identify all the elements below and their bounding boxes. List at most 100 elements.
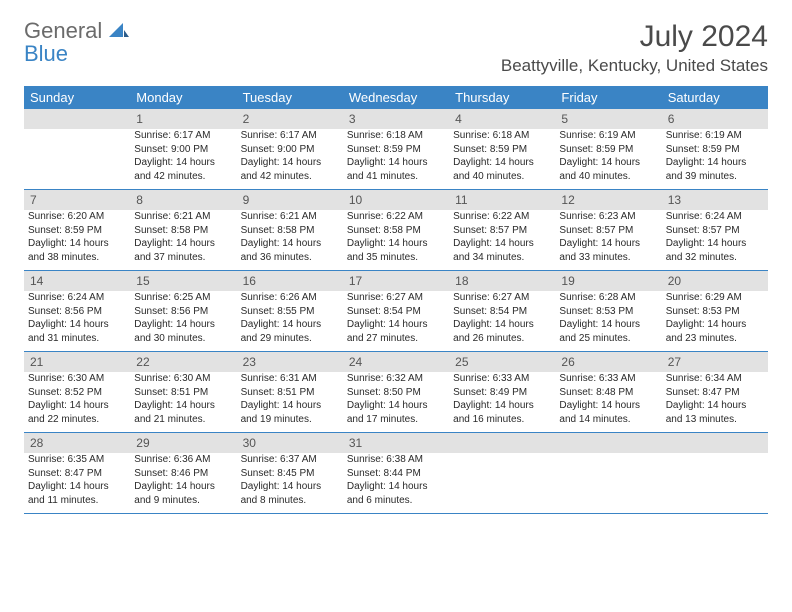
- day-number: 25: [449, 352, 555, 372]
- sunrise-text: Sunrise: 6:36 AM: [134, 453, 232, 467]
- sunrise-text: Sunrise: 6:38 AM: [347, 453, 445, 467]
- daylight-text: Daylight: 14 hours and 36 minutes.: [241, 237, 339, 264]
- day-cell: Sunrise: 6:22 AMSunset: 8:58 PMDaylight:…: [343, 210, 449, 270]
- weekday-header: Wednesday: [343, 86, 449, 109]
- weekday-header: Sunday: [24, 86, 130, 109]
- day-cell: Sunrise: 6:28 AMSunset: 8:53 PMDaylight:…: [555, 291, 661, 351]
- sunset-text: Sunset: 8:47 PM: [666, 386, 764, 400]
- sunset-text: Sunset: 8:56 PM: [134, 305, 232, 319]
- sunrise-text: Sunrise: 6:30 AM: [134, 372, 232, 386]
- week-row: 28293031Sunrise: 6:35 AMSunset: 8:47 PMD…: [24, 433, 768, 514]
- daylight-text: Daylight: 14 hours and 37 minutes.: [134, 237, 232, 264]
- day-cell: Sunrise: 6:27 AMSunset: 8:54 PMDaylight:…: [449, 291, 555, 351]
- daylight-text: Daylight: 14 hours and 23 minutes.: [666, 318, 764, 345]
- day-number: [24, 109, 130, 129]
- day-number: 4: [449, 109, 555, 129]
- daylight-text: Daylight: 14 hours and 22 minutes.: [28, 399, 126, 426]
- day-number: 2: [237, 109, 343, 129]
- day-number: [662, 433, 768, 453]
- day-cell: Sunrise: 6:34 AMSunset: 8:47 PMDaylight:…: [662, 372, 768, 432]
- daylight-text: Daylight: 14 hours and 21 minutes.: [134, 399, 232, 426]
- day-cell: Sunrise: 6:20 AMSunset: 8:59 PMDaylight:…: [24, 210, 130, 270]
- day-number: 18: [449, 271, 555, 291]
- sunrise-text: Sunrise: 6:26 AM: [241, 291, 339, 305]
- daylight-text: Daylight: 14 hours and 26 minutes.: [453, 318, 551, 345]
- sunrise-text: Sunrise: 6:19 AM: [559, 129, 657, 143]
- day-cell: Sunrise: 6:26 AMSunset: 8:55 PMDaylight:…: [237, 291, 343, 351]
- sunset-text: Sunset: 8:57 PM: [559, 224, 657, 238]
- weekday-header: Monday: [130, 86, 236, 109]
- day-cell: Sunrise: 6:30 AMSunset: 8:52 PMDaylight:…: [24, 372, 130, 432]
- sunrise-text: Sunrise: 6:27 AM: [453, 291, 551, 305]
- day-number: 26: [555, 352, 661, 372]
- daylight-text: Daylight: 14 hours and 27 minutes.: [347, 318, 445, 345]
- day-cell: Sunrise: 6:24 AMSunset: 8:56 PMDaylight:…: [24, 291, 130, 351]
- sunrise-text: Sunrise: 6:22 AM: [453, 210, 551, 224]
- daylight-text: Daylight: 14 hours and 42 minutes.: [134, 156, 232, 183]
- daylight-text: Daylight: 14 hours and 25 minutes.: [559, 318, 657, 345]
- daylight-text: Daylight: 14 hours and 40 minutes.: [559, 156, 657, 183]
- day-cell: Sunrise: 6:37 AMSunset: 8:45 PMDaylight:…: [237, 453, 343, 513]
- sunrise-text: Sunrise: 6:29 AM: [666, 291, 764, 305]
- week-row: 123456Sunrise: 6:17 AMSunset: 9:00 PMDay…: [24, 109, 768, 190]
- daylight-text: Daylight: 14 hours and 6 minutes.: [347, 480, 445, 507]
- sunset-text: Sunset: 8:51 PM: [241, 386, 339, 400]
- location-text: Beattyville, Kentucky, United States: [501, 56, 768, 76]
- sunrise-text: Sunrise: 6:21 AM: [241, 210, 339, 224]
- sunset-text: Sunset: 8:54 PM: [347, 305, 445, 319]
- sunset-text: Sunset: 8:52 PM: [28, 386, 126, 400]
- day-number: 12: [555, 190, 661, 210]
- daylight-text: Daylight: 14 hours and 19 minutes.: [241, 399, 339, 426]
- daylight-text: Daylight: 14 hours and 17 minutes.: [347, 399, 445, 426]
- daylight-text: Daylight: 14 hours and 38 minutes.: [28, 237, 126, 264]
- sunrise-text: Sunrise: 6:33 AM: [559, 372, 657, 386]
- sunrise-text: Sunrise: 6:31 AM: [241, 372, 339, 386]
- daylight-text: Daylight: 14 hours and 33 minutes.: [559, 237, 657, 264]
- day-number: 29: [130, 433, 236, 453]
- day-cell: Sunrise: 6:30 AMSunset: 8:51 PMDaylight:…: [130, 372, 236, 432]
- day-cell: Sunrise: 6:17 AMSunset: 9:00 PMDaylight:…: [237, 129, 343, 189]
- sunrise-text: Sunrise: 6:21 AM: [134, 210, 232, 224]
- day-cell: [555, 453, 661, 513]
- sunrise-text: Sunrise: 6:30 AM: [28, 372, 126, 386]
- weekday-header: Friday: [555, 86, 661, 109]
- day-number: 22: [130, 352, 236, 372]
- sunset-text: Sunset: 8:57 PM: [666, 224, 764, 238]
- daylight-text: Daylight: 14 hours and 34 minutes.: [453, 237, 551, 264]
- day-cell: [24, 129, 130, 189]
- day-number: 31: [343, 433, 449, 453]
- sunrise-text: Sunrise: 6:24 AM: [28, 291, 126, 305]
- day-number: [555, 433, 661, 453]
- day-number: 27: [662, 352, 768, 372]
- calendar: Sunday Monday Tuesday Wednesday Thursday…: [24, 86, 768, 514]
- day-number: 3: [343, 109, 449, 129]
- day-cell: Sunrise: 6:33 AMSunset: 8:49 PMDaylight:…: [449, 372, 555, 432]
- logo-text-general: General: [24, 18, 102, 43]
- sunset-text: Sunset: 8:53 PM: [666, 305, 764, 319]
- day-number: 17: [343, 271, 449, 291]
- daylight-text: Daylight: 14 hours and 35 minutes.: [347, 237, 445, 264]
- sunrise-text: Sunrise: 6:22 AM: [347, 210, 445, 224]
- daylight-text: Daylight: 14 hours and 41 minutes.: [347, 156, 445, 183]
- day-cell: Sunrise: 6:29 AMSunset: 8:53 PMDaylight:…: [662, 291, 768, 351]
- daylight-text: Daylight: 14 hours and 29 minutes.: [241, 318, 339, 345]
- sunrise-text: Sunrise: 6:18 AM: [347, 129, 445, 143]
- day-cell: Sunrise: 6:33 AMSunset: 8:48 PMDaylight:…: [555, 372, 661, 432]
- daylight-text: Daylight: 14 hours and 14 minutes.: [559, 399, 657, 426]
- daylight-text: Daylight: 14 hours and 8 minutes.: [241, 480, 339, 507]
- day-number: 16: [237, 271, 343, 291]
- daylight-text: Daylight: 14 hours and 42 minutes.: [241, 156, 339, 183]
- sunset-text: Sunset: 8:59 PM: [559, 143, 657, 157]
- sunrise-text: Sunrise: 6:20 AM: [28, 210, 126, 224]
- sunrise-text: Sunrise: 6:25 AM: [134, 291, 232, 305]
- day-number: [449, 433, 555, 453]
- day-cell: Sunrise: 6:36 AMSunset: 8:46 PMDaylight:…: [130, 453, 236, 513]
- daylight-text: Daylight: 14 hours and 16 minutes.: [453, 399, 551, 426]
- sunrise-text: Sunrise: 6:34 AM: [666, 372, 764, 386]
- sunrise-text: Sunrise: 6:37 AM: [241, 453, 339, 467]
- week-row: 14151617181920Sunrise: 6:24 AMSunset: 8:…: [24, 271, 768, 352]
- day-number: 23: [237, 352, 343, 372]
- daylight-text: Daylight: 14 hours and 39 minutes.: [666, 156, 764, 183]
- day-number: 1: [130, 109, 236, 129]
- sunset-text: Sunset: 8:55 PM: [241, 305, 339, 319]
